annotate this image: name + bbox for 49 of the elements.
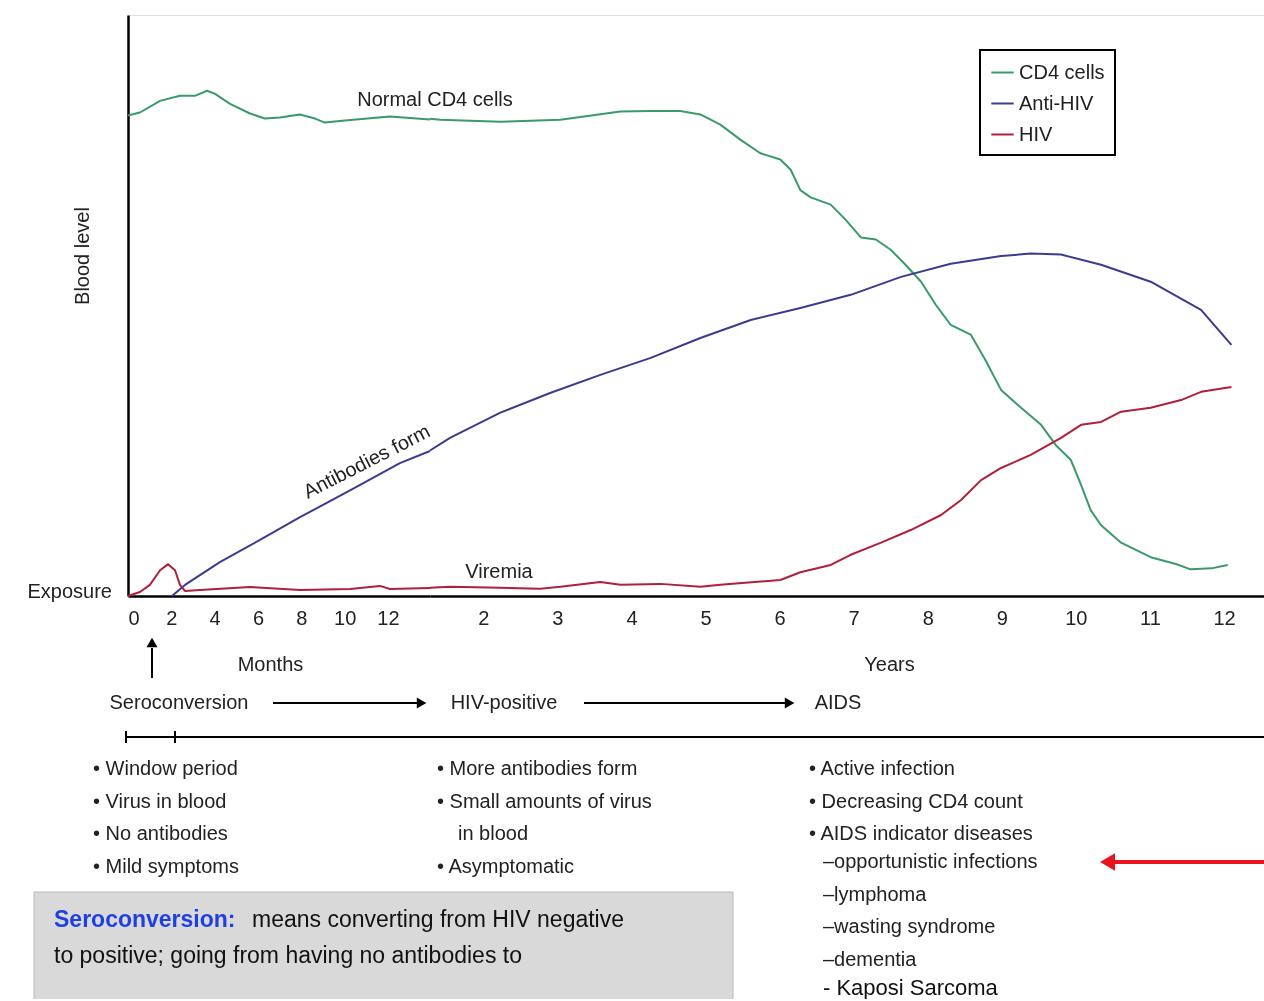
text: means converting from HIV negative	[252, 906, 625, 932]
x-tick-label: 6	[252, 606, 265, 629]
x-tick-label: 2	[166, 606, 178, 629]
text: • No antibodies	[93, 822, 228, 844]
text: –dementia	[823, 948, 918, 970]
text: • Small amounts of virus	[437, 790, 652, 812]
text: • More antibodies form	[437, 757, 638, 779]
annotation: Viremia	[465, 560, 534, 582]
text: • Mild symptoms	[93, 855, 239, 877]
legend-label: Anti-HIV	[1019, 91, 1095, 114]
text: in blood	[458, 822, 529, 844]
x-tick-label: 11	[1140, 606, 1161, 629]
x-tick-label: 10	[1065, 606, 1088, 629]
text: AIDS	[814, 691, 862, 713]
x-tick-label: 3	[552, 606, 564, 629]
text: • Asymptomatic	[437, 855, 575, 877]
x-axis-title: Years	[864, 652, 915, 675]
x-tick-label: 6	[774, 606, 786, 629]
text: HIV-positive	[450, 691, 558, 713]
x-tick-label: 5	[700, 606, 712, 629]
y-axis-title: Blood level	[70, 207, 93, 305]
x-tick-label: 12	[377, 606, 400, 629]
text: Seroconversion:	[54, 906, 236, 932]
annotation: Normal CD4 cells	[357, 88, 513, 110]
text: to positive; going from having no antibodies to	[54, 942, 522, 968]
text: Exposure	[27, 580, 112, 602]
x-axis-title: Months	[237, 652, 304, 675]
legend-label: HIV	[1019, 122, 1053, 145]
x-tick-label: 8	[296, 606, 308, 629]
x-tick-label: 10	[334, 606, 357, 629]
text: –lymphoma	[823, 883, 928, 905]
x-tick-label: 9	[996, 606, 1008, 629]
text: • Virus in blood	[93, 790, 227, 812]
x-tick-label: 0	[128, 606, 140, 629]
text: • Active infection	[809, 757, 955, 779]
text: - Kaposi Sarcoma	[823, 975, 999, 1000]
legend-label: CD4 cells	[1019, 60, 1105, 83]
x-tick-label: 7	[848, 606, 860, 629]
x-tick-label: 4	[626, 606, 638, 629]
text: • Decreasing CD4 count	[809, 790, 1024, 812]
x-tick-label: 2	[478, 606, 490, 629]
x-tick-label: 12	[1213, 606, 1236, 629]
x-tick-label: 8	[922, 606, 934, 629]
x-tick-label: 4	[209, 606, 221, 629]
text: • Window period	[93, 757, 238, 779]
text: • AIDS indicator diseases	[809, 822, 1033, 844]
text: –wasting syndrome	[823, 915, 996, 937]
text: Seroconversion	[109, 691, 249, 713]
text: –opportunistic infections	[823, 850, 1038, 872]
